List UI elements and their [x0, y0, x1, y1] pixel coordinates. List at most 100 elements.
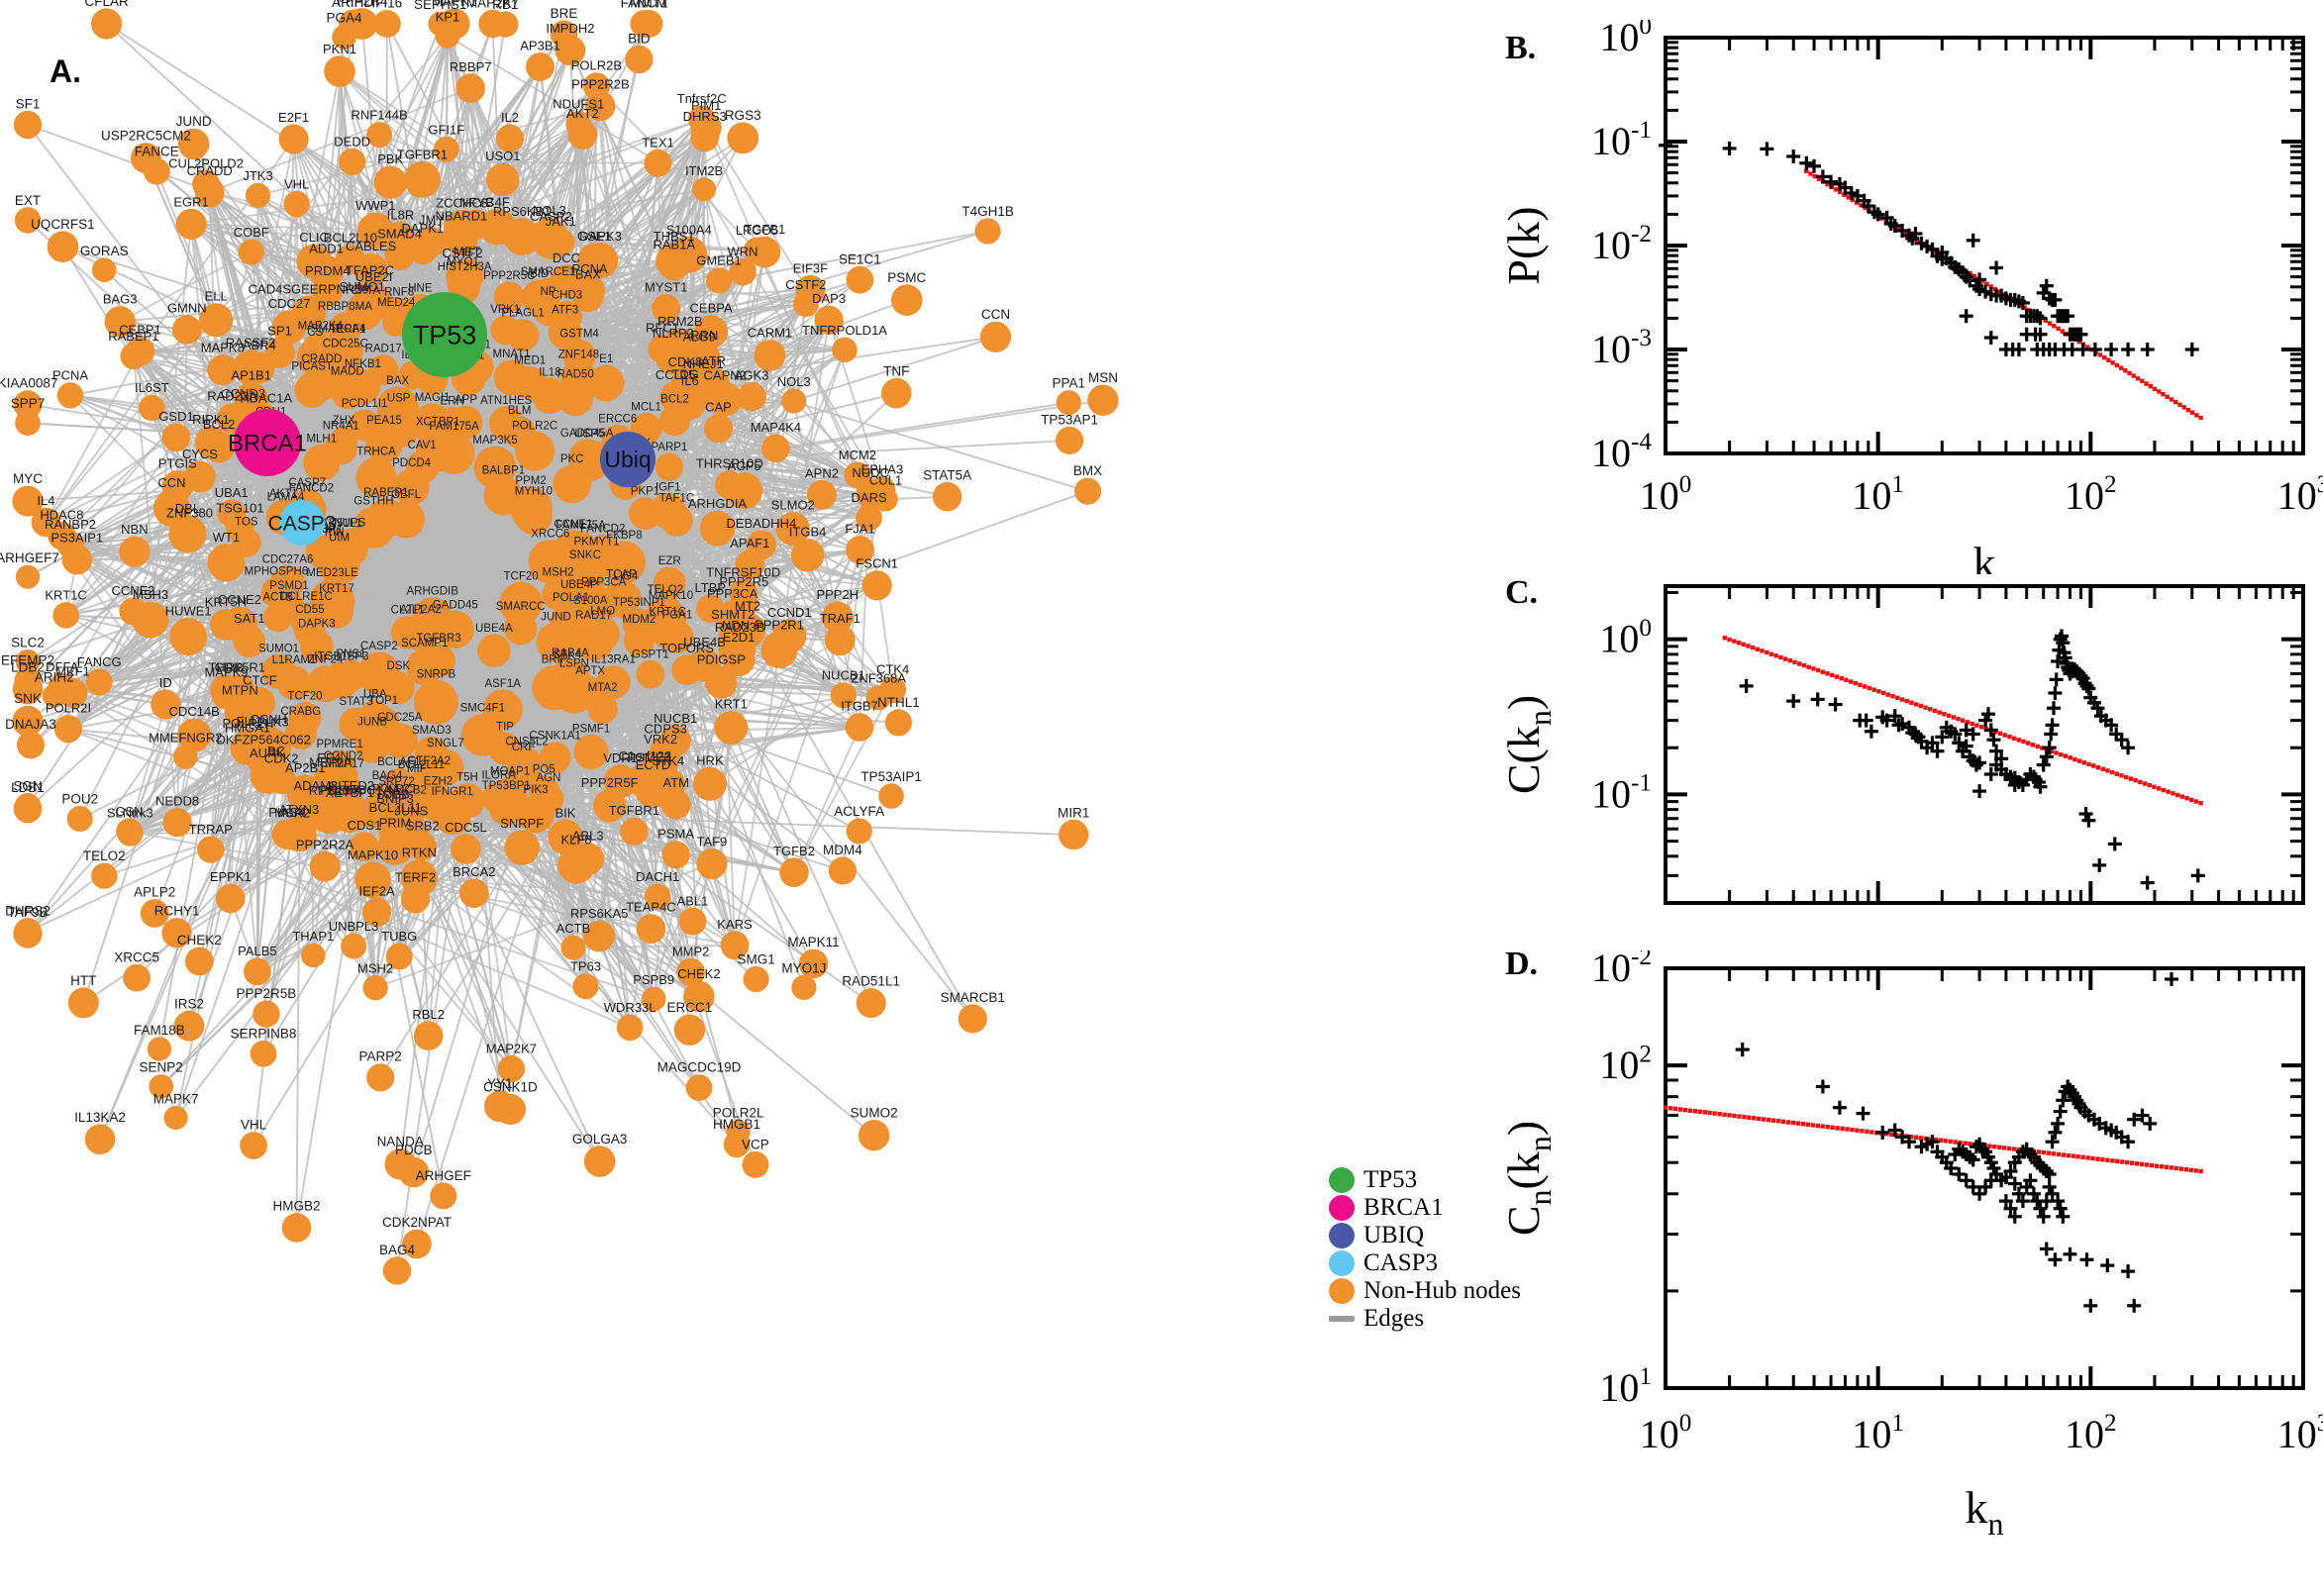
gene-node[interactable]: [14, 918, 42, 946]
gene-node[interactable]: [451, 834, 481, 864]
hub-node-brca1[interactable]: [234, 409, 301, 476]
gene-node[interactable]: [194, 177, 225, 208]
gene-node[interactable]: [828, 856, 858, 885]
gene-node[interactable]: [585, 91, 616, 122]
gene-node[interactable]: [641, 986, 666, 1012]
gene-node[interactable]: [652, 294, 681, 323]
gene-node[interactable]: [832, 337, 858, 363]
gene-node[interactable]: [790, 539, 825, 572]
gene-node[interactable]: [884, 709, 913, 737]
gene-node[interactable]: [52, 602, 79, 629]
gene-node[interactable]: [281, 1213, 312, 1243]
gene-node[interactable]: [492, 11, 519, 38]
gene-node[interactable]: [152, 489, 191, 527]
gene-node[interactable]: [367, 354, 399, 385]
gene-node[interactable]: [17, 731, 45, 759]
gene-node[interactable]: [661, 841, 690, 869]
gene-node[interactable]: [504, 612, 538, 646]
gene-node[interactable]: [473, 446, 517, 489]
gene-node[interactable]: [341, 933, 367, 959]
gene-node[interactable]: [252, 1000, 280, 1028]
gene-node[interactable]: [354, 861, 391, 899]
gene-node[interactable]: [48, 521, 76, 550]
gene-node[interactable]: [688, 105, 716, 133]
gene-node[interactable]: [845, 713, 874, 742]
gene-node[interactable]: [428, 11, 454, 37]
gene-node[interactable]: [422, 644, 455, 678]
gene-node[interactable]: [416, 227, 448, 257]
gene-node[interactable]: [163, 1105, 188, 1130]
gene-node[interactable]: [400, 859, 438, 897]
gene-node[interactable]: [483, 1090, 516, 1123]
gene-node[interactable]: [207, 544, 246, 582]
gene-node[interactable]: [173, 1010, 205, 1042]
gene-node[interactable]: [616, 1014, 644, 1042]
gene-node[interactable]: [636, 914, 666, 944]
gene-node[interactable]: [233, 349, 268, 385]
gene-node[interactable]: [696, 848, 728, 880]
gene-node[interactable]: [493, 281, 525, 313]
gene-node[interactable]: [694, 315, 728, 349]
gene-node[interactable]: [602, 579, 641, 619]
gene-node[interactable]: [416, 428, 460, 472]
gene-node[interactable]: [644, 149, 672, 177]
gene-node[interactable]: [873, 486, 898, 512]
gene-node[interactable]: [294, 615, 326, 648]
gene-node[interactable]: [830, 682, 857, 709]
gene-node[interactable]: [151, 689, 181, 720]
gene-node[interactable]: [536, 622, 576, 662]
gene-node[interactable]: [355, 457, 397, 499]
gene-node[interactable]: [503, 416, 537, 449]
gene-node[interactable]: [760, 632, 798, 668]
gene-node[interactable]: [879, 676, 907, 704]
gene-node[interactable]: [722, 644, 756, 676]
hub-node-tp53[interactable]: [402, 292, 487, 377]
gene-node[interactable]: [562, 339, 596, 372]
gene-node[interactable]: [539, 742, 571, 774]
gene-node[interactable]: [482, 781, 516, 815]
gene-node[interactable]: [147, 1037, 172, 1061]
gene-node[interactable]: [85, 668, 113, 696]
gene-node[interactable]: [398, 1156, 430, 1188]
gene-node[interactable]: [1059, 819, 1089, 850]
gene-node[interactable]: [479, 208, 516, 246]
gene-node[interactable]: [513, 366, 547, 400]
gene-node[interactable]: [294, 372, 331, 408]
gene-node[interactable]: [526, 52, 555, 81]
gene-node[interactable]: [704, 666, 738, 699]
gene-node[interactable]: [372, 10, 401, 38]
gene-node[interactable]: [891, 284, 923, 316]
gene-node[interactable]: [161, 918, 192, 948]
gene-node[interactable]: [301, 943, 326, 968]
gene-node[interactable]: [497, 1054, 526, 1083]
gene-node[interactable]: [404, 770, 439, 806]
gene-node[interactable]: [15, 648, 41, 674]
gene-node[interactable]: [339, 148, 366, 175]
gene-node[interactable]: [723, 1131, 751, 1158]
gene-node[interactable]: [449, 405, 483, 440]
gene-node[interactable]: [583, 920, 615, 952]
gene-node[interactable]: [572, 281, 604, 313]
gene-node[interactable]: [673, 1014, 706, 1046]
gene-node[interactable]: [653, 566, 686, 600]
gene-node[interactable]: [149, 1074, 173, 1099]
gene-node[interactable]: [120, 343, 148, 370]
gene-node[interactable]: [13, 390, 43, 420]
gene-node[interactable]: [116, 818, 143, 845]
gene-node[interactable]: [413, 679, 458, 725]
gene-node[interactable]: [161, 423, 191, 452]
gene-node[interactable]: [349, 409, 381, 442]
gene-node[interactable]: [602, 541, 647, 584]
gene-node[interactable]: [377, 829, 413, 865]
gene-node[interactable]: [583, 1146, 616, 1177]
gene-node[interactable]: [623, 608, 656, 642]
gene-node[interactable]: [336, 244, 365, 274]
gene-node[interactable]: [225, 674, 255, 705]
hub-node-casp3[interactable]: [279, 500, 325, 546]
gene-node[interactable]: [197, 836, 225, 863]
gene-node[interactable]: [754, 340, 786, 371]
gene-node[interactable]: [696, 594, 725, 623]
gene-node[interactable]: [427, 748, 464, 786]
gene-node[interactable]: [169, 618, 208, 656]
gene-node[interactable]: [91, 257, 117, 283]
